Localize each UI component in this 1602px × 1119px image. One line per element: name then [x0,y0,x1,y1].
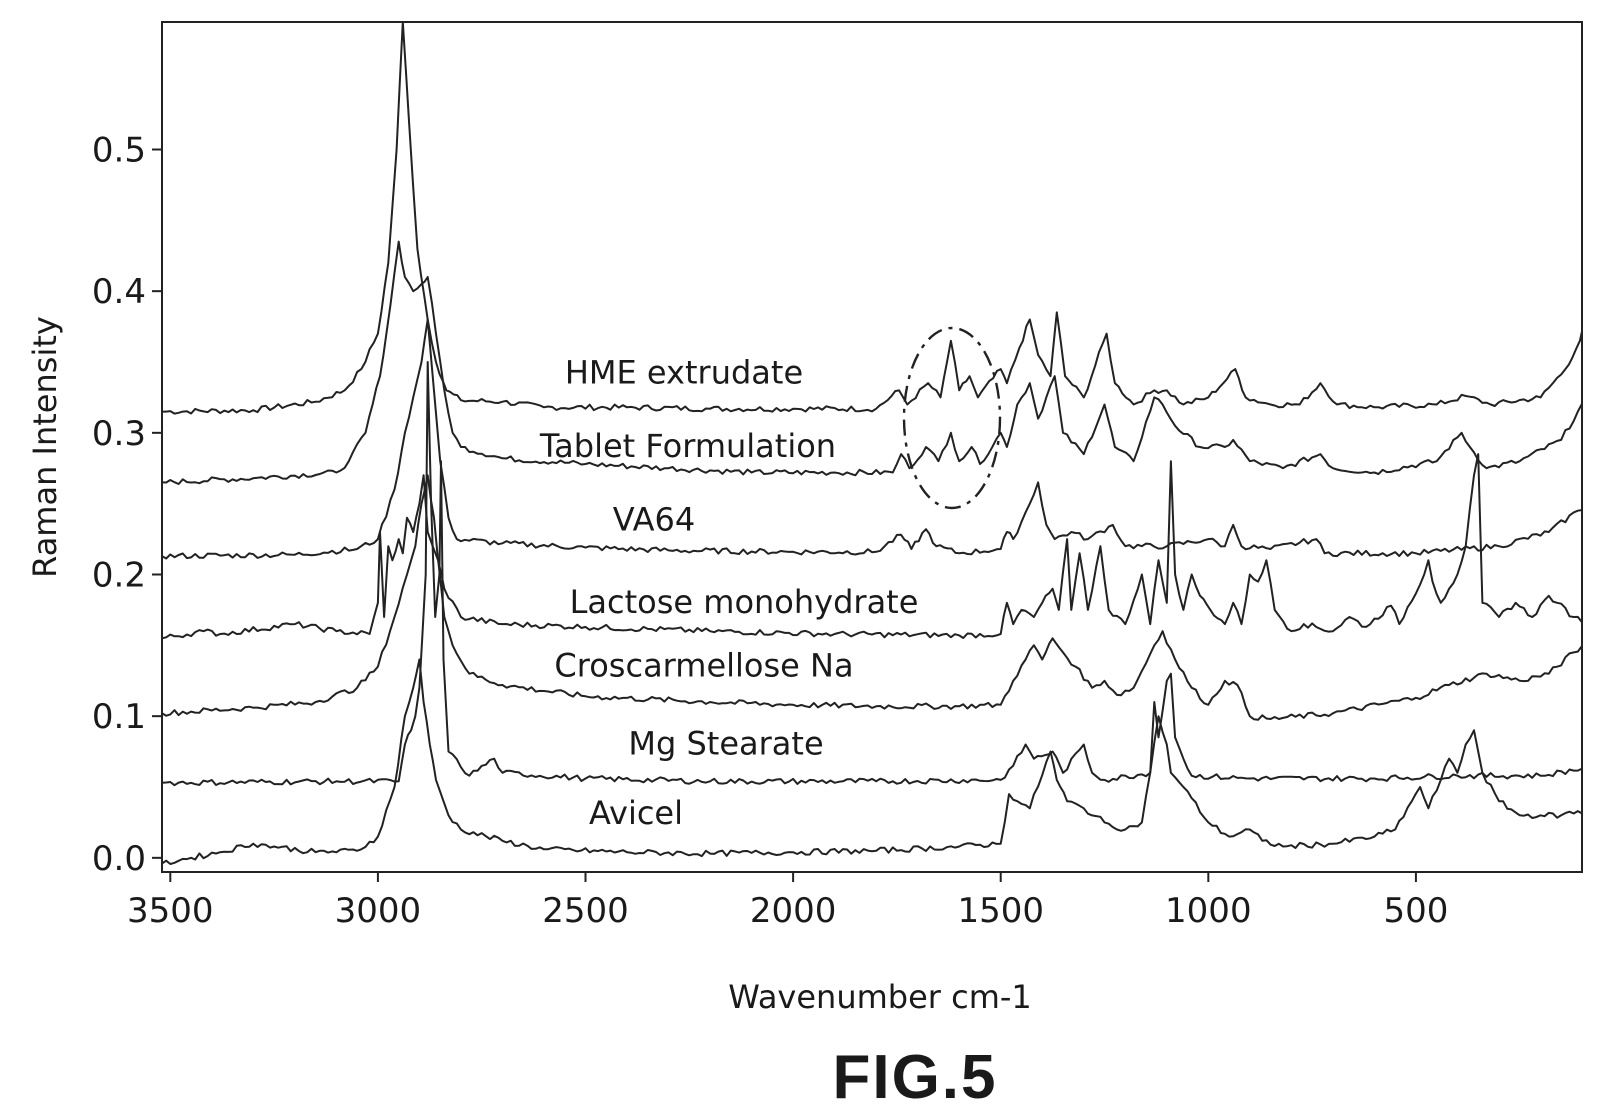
plot-frame [161,21,1583,873]
series-label: Tablet Formulation [539,427,836,465]
y-tick-label: 0.3 [92,414,146,454]
trace-lactose-monohydrate [161,453,1583,640]
y-tick-label: 0.5 [92,131,146,171]
y-tick-label: 0.2 [92,556,146,596]
y-tick-label: 0.0 [92,839,146,879]
trace-mg-stearate [161,361,1583,787]
trace-va64 [161,318,1583,560]
trace-hme-extrudate [162,21,1583,415]
x-tick-label: 500 [1383,891,1448,931]
trace-avicel [161,658,1583,865]
x-axis-title: Wavenumber cm-1 [728,978,1032,1016]
y-tick-label: 0.1 [92,697,146,737]
series-label: Avicel [589,794,683,832]
x-tick-label: 3500 [127,891,214,931]
x-tick-label: 3000 [335,891,422,931]
y-axis-ticks: 0.0 0.1 0.2 0.3 0.4 0.5 [92,131,162,879]
x-tick-label: 2500 [542,891,629,931]
y-tick-label: 0.4 [92,272,146,312]
trace-tablet-formulation [161,240,1583,485]
series-label: Croscarmellose Na [554,647,853,685]
x-tick-label: 2000 [750,891,837,931]
series-label: HME extrudate [565,353,803,391]
x-tick-label: 1000 [1165,891,1252,931]
highlight-ellipse [902,326,1002,510]
spectra-traces [161,21,1583,865]
series-label: Lactose monohydrate [570,583,919,621]
series-label: Mg Stearate [628,724,823,762]
y-axis-title: Raman Intensity [26,316,64,578]
trace-croscarmellose-na [161,474,1583,738]
series-labels: HME extrudate Tablet Formulation VA64 Lacto… [539,353,918,832]
x-axis-ticks: 3500 3000 2500 2000 1500 1000 500 [127,872,1448,931]
series-label: VA64 [613,501,695,539]
figure-caption: FIG.5 [832,1043,997,1112]
x-tick-label: 1500 [957,891,1044,931]
